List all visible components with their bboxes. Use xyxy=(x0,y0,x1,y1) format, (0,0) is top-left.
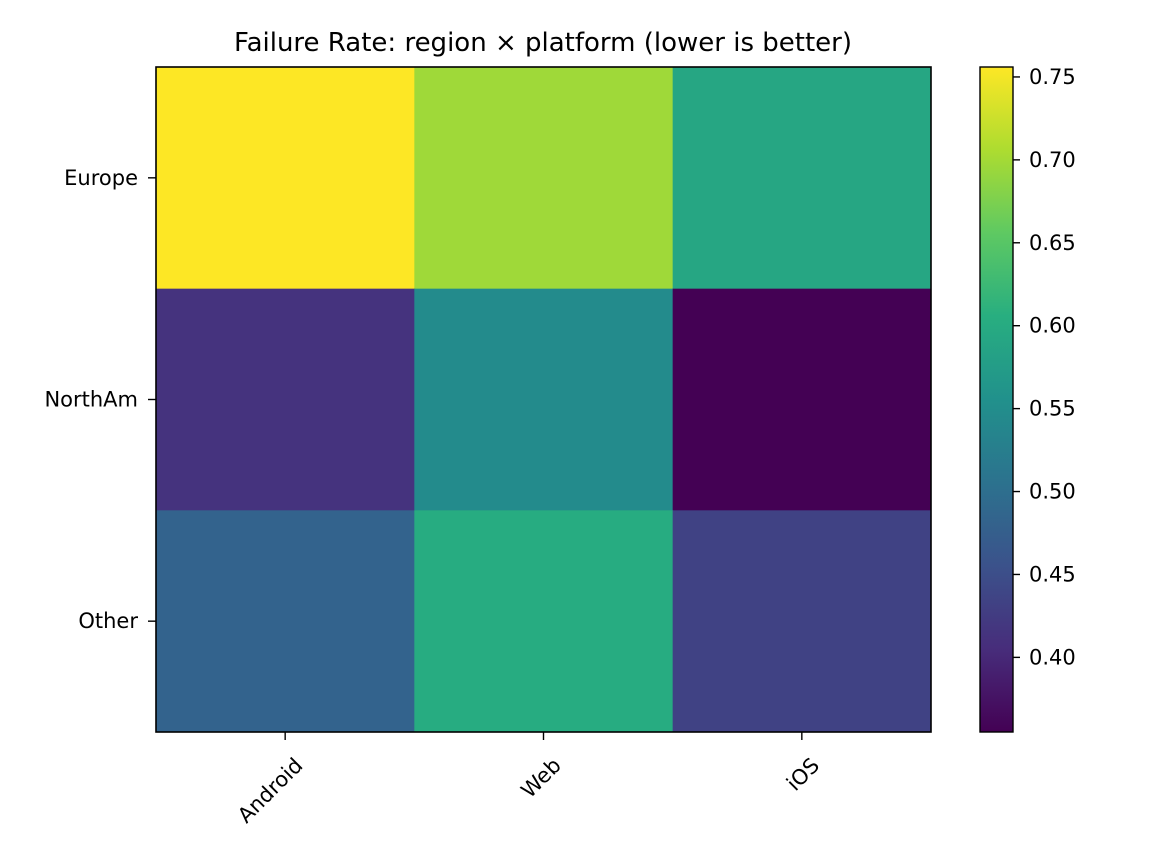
colorbar-tick-label: 0.50 xyxy=(1029,480,1076,504)
heatmap-cell-europe-web xyxy=(414,67,674,290)
colorbar-tick-label: 0.70 xyxy=(1029,148,1076,172)
colorbar-tick-label: 0.75 xyxy=(1029,65,1076,89)
y-tick-label: Other xyxy=(78,609,138,633)
chart-title: Failure Rate: region × platform (lower i… xyxy=(234,28,852,58)
heatmap-cell-other-android xyxy=(156,510,415,733)
x-tick-label: Web xyxy=(516,753,565,802)
y-tick-label: NorthAm xyxy=(44,388,138,412)
y-tick-label: Europe xyxy=(64,166,138,190)
x-tick-label: iOS xyxy=(782,753,824,795)
heatmap-cell-other-ios xyxy=(672,510,932,733)
y-axis: Europe NorthAm Other xyxy=(44,166,156,633)
colorbar-tick-label: 0.55 xyxy=(1029,397,1076,421)
colorbar-tick-label: 0.60 xyxy=(1029,314,1076,338)
colorbar xyxy=(979,66,1014,733)
x-axis: Android Web iOS xyxy=(233,732,824,828)
heatmap-cell-northam-web xyxy=(414,288,674,511)
heatmap-cells xyxy=(156,67,932,733)
heatmap-cell-northam-ios xyxy=(672,288,932,511)
heatmap-cell-northam-android xyxy=(156,288,415,511)
colorbar-tick-label: 0.65 xyxy=(1029,231,1076,255)
colorbar-axis: 0.40 0.45 0.50 0.55 0.60 0.65 0.70 0.75 xyxy=(1013,65,1076,669)
colorbar-tick-label: 0.40 xyxy=(1029,645,1076,669)
heatmap-cell-europe-ios xyxy=(672,67,932,290)
colorbar-tick-label: 0.45 xyxy=(1029,562,1076,586)
x-tick-label: Android xyxy=(233,753,307,827)
heatmap-cell-other-web xyxy=(414,510,674,733)
heatmap-cell-europe-android xyxy=(156,67,415,290)
